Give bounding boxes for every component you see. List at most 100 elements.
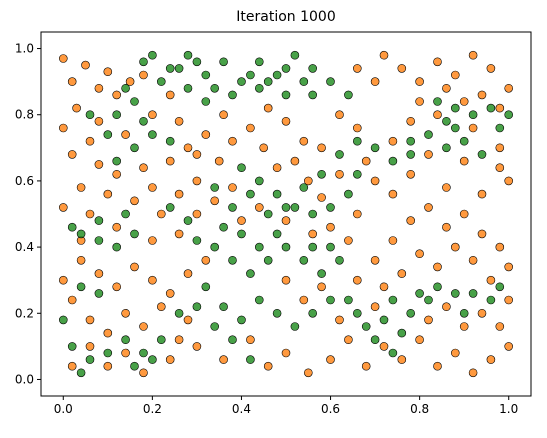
data-point [442,117,451,126]
data-point [317,193,326,202]
data-point [433,361,442,371]
data-point [183,143,193,153]
data-point [388,189,398,199]
data-point [459,136,469,146]
data-point [415,335,424,345]
data-point [459,322,469,331]
data-point [183,315,193,325]
data-point [450,70,460,80]
data-point [281,90,291,100]
data-point [76,229,86,239]
data-point [139,163,148,172]
data-point [121,84,130,93]
data-point [103,348,113,358]
data-point [148,50,157,60]
data-point [442,183,451,192]
data-point [85,209,95,219]
plot-frame [40,31,532,397]
data-point [495,322,505,331]
data-point [272,229,282,239]
data-point [504,176,514,186]
data-point [326,77,335,86]
data-point [67,77,77,86]
data-point [121,308,130,318]
data-point [450,242,460,252]
data-point [192,209,202,219]
data-point [433,97,442,106]
data-point [228,90,237,100]
data-point [272,189,282,199]
data-point [406,170,416,179]
data-point [281,117,291,126]
data-point [201,130,211,139]
data-point [112,90,121,100]
data-point [103,67,113,76]
data-point [254,84,264,93]
data-point [192,302,202,312]
data-point [459,209,469,219]
data-point [459,156,469,166]
data-point [344,295,353,305]
data-point [352,136,362,146]
x-tick-label: 0.6 [321,402,340,416]
data-point [192,150,202,159]
data-point [112,222,121,232]
x-tick-label: 0.0 [54,402,73,416]
data-point [192,176,202,186]
data-point [76,368,86,378]
data-point [183,84,193,93]
data-point [228,203,237,212]
data-point [130,229,139,239]
data-point [85,110,95,119]
data-point [424,130,433,139]
data-point [210,84,219,93]
data-point [415,97,424,106]
data-point [290,322,300,331]
data-point [317,282,326,292]
data-point [281,348,291,358]
chart-title: Iteration 1000 [236,9,335,25]
data-point [58,275,68,285]
data-point [259,143,269,153]
data-point [299,183,309,192]
series-1 [58,50,514,378]
data-point [219,222,228,232]
data-point [468,123,478,133]
data-point [486,295,496,305]
data-point [94,236,104,245]
data-point [139,368,148,378]
data-point [468,110,478,119]
data-point [370,255,380,265]
data-point [183,269,193,278]
data-point [495,282,505,292]
data-point [165,355,175,364]
data-point [424,150,433,159]
data-point [486,275,496,285]
data-point [344,236,353,245]
data-point [67,222,77,232]
data-point [130,143,139,153]
data-point [370,335,380,345]
data-point [433,57,442,67]
data-point [477,229,487,239]
data-point [165,203,175,212]
data-point [433,262,442,272]
data-point [388,348,398,358]
data-point [237,163,246,172]
data-point [165,136,175,146]
data-point [335,150,344,159]
data-point [228,136,237,146]
data-point [361,361,371,371]
data-point [246,269,255,278]
data-point [468,50,478,60]
data-point [459,97,469,106]
data-point [58,315,68,325]
data-point [450,123,460,133]
data-point [308,64,318,73]
data-point [228,255,237,265]
data-point [379,50,389,60]
data-point [219,57,228,67]
data-point [379,282,389,292]
data-point [415,289,424,298]
data-point [263,103,273,113]
